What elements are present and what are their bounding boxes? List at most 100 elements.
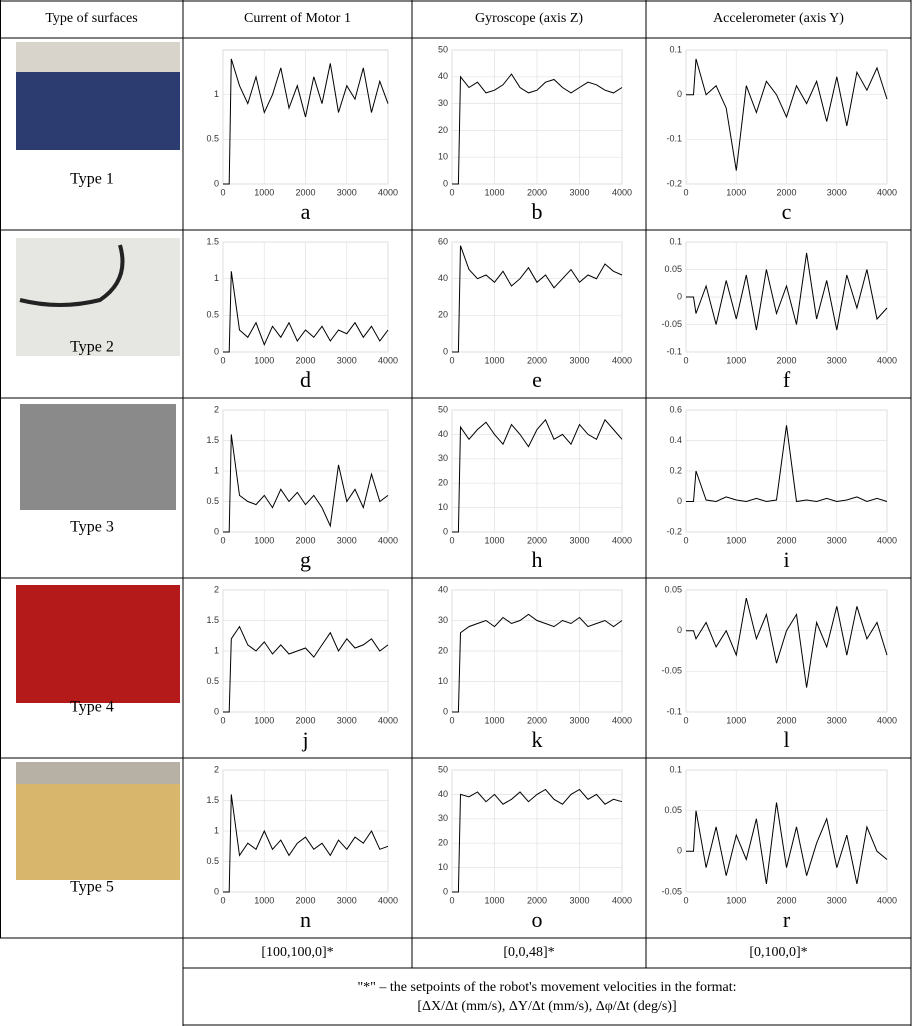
surface-label: Type 3 (70, 519, 114, 536)
y-tick-label: 0.4 (669, 435, 682, 445)
y-tick-label: 1 (214, 465, 219, 475)
table-figure: Type of surfacesCurrent of Motor 1Gyrosc… (0, 0, 912, 1026)
y-tick-label: 1 (214, 645, 219, 655)
y-tick-label: 0 (443, 526, 448, 536)
y-tick-label: 30 (438, 615, 448, 625)
x-tick-label: 2000 (295, 535, 315, 545)
x-tick-label: 3000 (569, 187, 589, 197)
y-tick-label: 40 (438, 584, 448, 594)
y-tick-label: 0 (214, 178, 219, 188)
x-tick-label: 4000 (378, 715, 398, 725)
y-tick-label: 0.1 (669, 236, 682, 246)
y-tick-label: 30 (438, 453, 448, 463)
x-tick-label: 3000 (337, 895, 357, 905)
y-tick-label: 0 (214, 706, 219, 716)
chart-caption: o (532, 907, 543, 932)
x-tick-label: 0 (683, 187, 688, 197)
x-tick-label: 4000 (612, 895, 632, 905)
x-tick-label: 4000 (877, 535, 897, 545)
x-tick-label: 3000 (337, 535, 357, 545)
y-tick-label: 0.1 (669, 44, 682, 54)
x-tick-label: 1000 (484, 187, 504, 197)
x-tick-label: 2000 (527, 895, 547, 905)
column-header: Accelerometer (axis Y) (713, 11, 844, 26)
y-tick-label: 1.5 (206, 435, 219, 445)
y-tick-label: 2 (214, 584, 219, 594)
x-tick-label: 3000 (827, 715, 847, 725)
x-tick-label: 3000 (337, 187, 357, 197)
photo-bg (16, 762, 180, 784)
y-tick-label: 50 (438, 404, 448, 414)
x-tick-label: 2000 (527, 187, 547, 197)
note: [ΔX/Δt (mm/s), ΔY/Δt (mm/s), Δφ/Δt (deg/… (417, 999, 676, 1014)
x-tick-label: 4000 (378, 355, 398, 365)
surface-photo (16, 585, 180, 703)
x-tick-label: 2000 (295, 187, 315, 197)
y-tick-label: 0 (443, 346, 448, 356)
x-tick-label: 3000 (827, 535, 847, 545)
chart-caption: c (782, 199, 792, 224)
x-tick-label: 1000 (726, 715, 746, 725)
x-tick-label: 3000 (569, 535, 589, 545)
y-tick-label: 1.5 (206, 795, 219, 805)
chart-caption: f (783, 367, 791, 392)
y-tick-label: 0.1 (669, 764, 682, 774)
column-header: Gyroscope (axis Z) (475, 11, 583, 26)
y-tick-label: 30 (438, 98, 448, 108)
y-tick-label: 0.05 (664, 264, 682, 274)
setpoint: [100,100,0]* (261, 945, 333, 960)
y-tick-label: 20 (438, 838, 448, 848)
x-tick-label: 4000 (877, 715, 897, 725)
column-header: Type of surfaces (45, 11, 137, 26)
chart-caption: l (783, 727, 789, 752)
x-tick-label: 3000 (569, 895, 589, 905)
chart-caption: b (532, 199, 543, 224)
surface-label: Type 2 (70, 339, 114, 356)
x-tick-label: 4000 (378, 895, 398, 905)
y-tick-label: 0.6 (669, 404, 682, 414)
y-tick-label: -0.1 (666, 346, 682, 356)
y-tick-label: 0 (443, 706, 448, 716)
x-tick-label: 2000 (776, 715, 796, 725)
x-tick-label: 0 (449, 187, 454, 197)
y-tick-label: 10 (438, 502, 448, 512)
y-tick-label: -0.05 (661, 319, 682, 329)
x-tick-label: 4000 (877, 187, 897, 197)
y-tick-label: 1.5 (206, 236, 219, 246)
setpoint: [0,0,48]* (503, 945, 554, 960)
y-tick-label: -0.05 (661, 886, 682, 896)
x-tick-label: 0 (220, 895, 225, 905)
x-tick-label: 1000 (484, 715, 504, 725)
y-tick-label: 0.05 (664, 584, 682, 594)
photo-bg (16, 42, 180, 72)
y-tick-label: 0 (214, 346, 219, 356)
x-tick-label: 4000 (378, 187, 398, 197)
chart-caption: e (532, 367, 542, 392)
y-tick-label: 0.5 (206, 496, 219, 506)
x-tick-label: 0 (683, 895, 688, 905)
y-tick-label: 50 (438, 44, 448, 54)
y-tick-label: 0.5 (206, 856, 219, 866)
y-tick-label: 0 (214, 886, 219, 896)
x-tick-label: 4000 (612, 715, 632, 725)
x-tick-label: 0 (220, 355, 225, 365)
y-tick-label: -0.1 (666, 134, 682, 144)
x-tick-label: 1000 (254, 355, 274, 365)
x-tick-label: 2000 (776, 895, 796, 905)
x-tick-label: 0 (220, 535, 225, 545)
x-tick-label: 0 (683, 355, 688, 365)
x-tick-label: 4000 (612, 355, 632, 365)
y-tick-label: 0 (677, 625, 682, 635)
y-tick-label: 40 (438, 71, 448, 81)
y-tick-label: 1 (214, 273, 219, 283)
y-tick-label: 20 (438, 645, 448, 655)
setpoint: [0,100,0]* (749, 945, 807, 960)
x-tick-label: 1000 (484, 535, 504, 545)
y-tick-label: 0 (677, 89, 682, 99)
x-tick-label: 4000 (612, 535, 632, 545)
y-tick-label: 0.5 (206, 310, 219, 320)
chart-caption: j (301, 727, 308, 752)
y-tick-label: 10 (438, 862, 448, 872)
x-tick-label: 0 (220, 715, 225, 725)
y-tick-label: 40 (438, 273, 448, 283)
